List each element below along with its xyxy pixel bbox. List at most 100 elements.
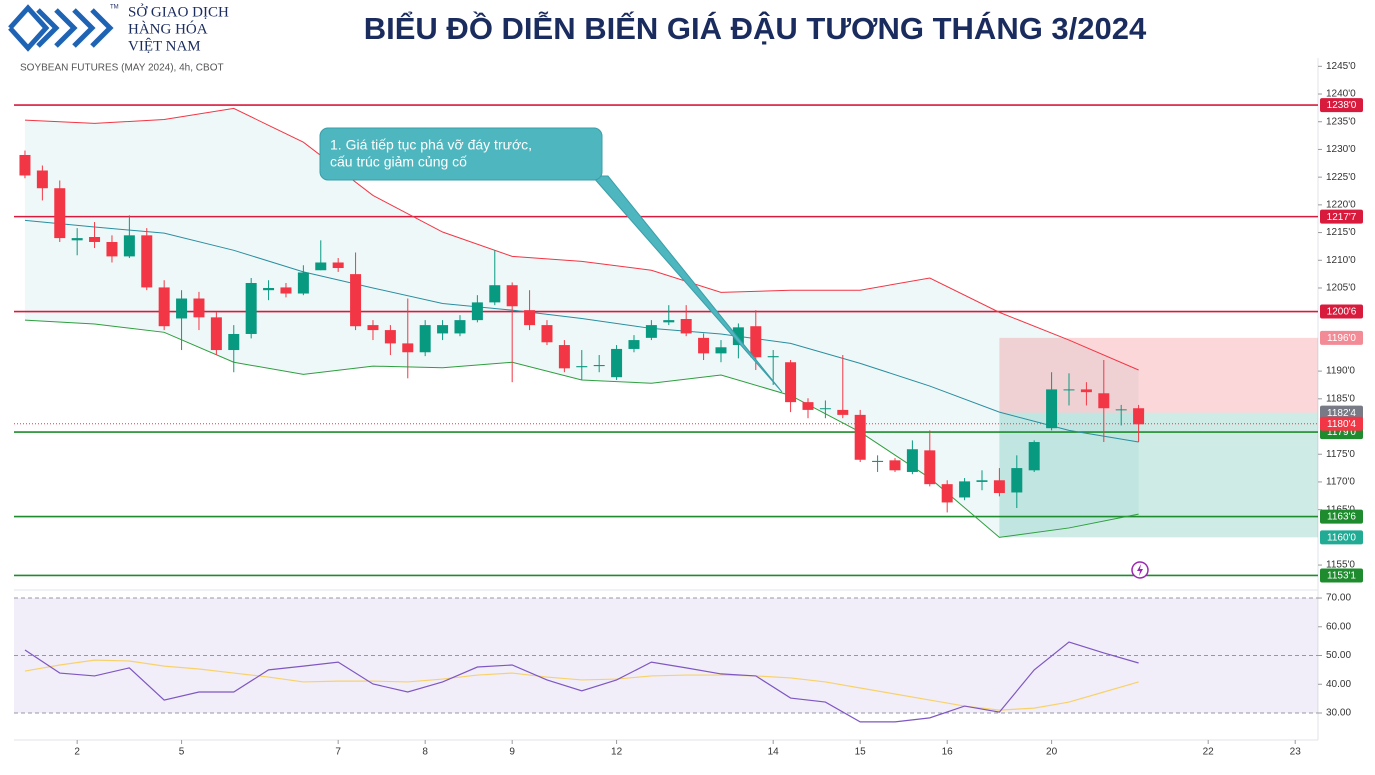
y-tick-label: 1240'0 — [1326, 89, 1356, 100]
logo-mark — [54, 8, 78, 48]
x-tick-label: 16 — [942, 747, 954, 758]
page-title: BIỂU ĐỒ DIỄN BIẾN GIÁ ĐẬU TƯƠNG THÁNG 3/… — [364, 10, 1147, 46]
chart-title: SOYBEAN FUTURES (MAY 2024), 4h, CBOT — [20, 63, 224, 74]
event-icon-bolt — [1137, 564, 1143, 576]
callout-text: 1. Giá tiếp tục phá vỡ đáy trước, — [330, 137, 532, 153]
y-tick-label: 1190'0 — [1326, 366, 1355, 377]
y-tick-label: 70.00 — [1326, 593, 1351, 604]
y-tick-label: 1245'0 — [1326, 61, 1356, 72]
logo-text: VIỆT NAM — [128, 37, 201, 54]
x-tick-label: 22 — [1203, 747, 1215, 758]
candle-body — [193, 298, 205, 318]
candle-body — [54, 188, 66, 239]
x-tick-label: 2 — [74, 747, 80, 758]
y-tick-label: 1175'0 — [1326, 449, 1355, 460]
target-box — [1320, 530, 1363, 545]
candle-body — [872, 460, 884, 462]
logo — [8, 4, 114, 52]
stop-box — [1320, 330, 1363, 345]
candle-body — [680, 319, 692, 334]
candle-body — [1063, 389, 1075, 391]
level-label: 1200'6 — [1327, 307, 1357, 318]
candle-body — [123, 235, 135, 257]
candle-body — [698, 337, 710, 354]
candle-body — [785, 362, 797, 403]
candle-body — [1028, 442, 1040, 471]
candle-body — [558, 345, 570, 369]
candle-body — [506, 285, 518, 307]
y-tick-label: 1225'0 — [1326, 172, 1356, 183]
logo-text: SỞ GIAO DỊCH — [128, 3, 229, 20]
y-tick-label: 1170'0 — [1326, 477, 1355, 488]
level-box — [1320, 304, 1363, 319]
candle-body — [1098, 393, 1110, 409]
level-label: 1179'0 — [1327, 427, 1356, 438]
candle-body — [141, 235, 153, 288]
candle-body — [628, 340, 640, 349]
candle-body — [541, 325, 553, 343]
candle-body — [767, 356, 779, 358]
callout-text: cấu trúc giảm củng cố — [330, 154, 467, 170]
candle-body — [245, 282, 257, 334]
candle-body — [384, 330, 396, 344]
y-tick-label: 1155'0 — [1326, 560, 1355, 571]
main-panel — [14, 104, 1318, 577]
candle-body — [524, 310, 536, 326]
y-tick-label: 1205'0 — [1326, 283, 1356, 294]
x-tick-label: 12 — [611, 747, 623, 758]
level-box — [1320, 98, 1363, 113]
candle-body — [158, 287, 170, 327]
candle-body — [750, 326, 762, 358]
candle-body — [419, 325, 431, 353]
candle-body — [228, 333, 240, 351]
x-tick-label: 7 — [335, 747, 341, 758]
overlay: 1. Giá tiếp tục phá vỡ đáy trước, cấu tr… — [319, 127, 1149, 579]
last-price-box — [1320, 416, 1363, 431]
candle-body — [993, 480, 1005, 494]
y-tick-label: 50.00 — [1326, 650, 1351, 661]
level-box — [1320, 509, 1363, 524]
candle-body — [367, 325, 379, 331]
candle-body — [1046, 389, 1058, 429]
candle-body — [715, 347, 727, 354]
logo-mark — [72, 8, 96, 48]
level-box — [1320, 568, 1363, 583]
x-tick-label: 5 — [179, 747, 185, 758]
y-tick-label: 40.00 — [1326, 679, 1351, 690]
candle-body — [1011, 468, 1023, 493]
candle-body — [402, 343, 414, 353]
logo-mark — [90, 8, 114, 48]
rsi-panel — [14, 597, 1318, 723]
candle-body — [437, 325, 449, 334]
trademark: TM — [110, 5, 119, 11]
candle-body — [941, 484, 953, 503]
band-line — [24, 219, 1139, 443]
y-tick-label: 1215'0 — [1326, 227, 1356, 238]
candle-body — [924, 450, 936, 485]
entry-box — [1320, 405, 1363, 420]
callout-box — [319, 127, 603, 181]
candle-body — [471, 302, 483, 321]
candle-body — [71, 238, 83, 241]
candle-body — [1080, 389, 1092, 393]
y-tick-label: 30.00 — [1326, 708, 1351, 719]
last-price-label: 1180'4 — [1327, 419, 1356, 430]
candle-body — [1133, 408, 1145, 425]
rsi-line — [24, 641, 1139, 723]
candle-body — [1115, 409, 1127, 411]
x-tick-label: 8 — [422, 747, 428, 758]
candle-body — [297, 272, 309, 294]
candle-body — [593, 365, 605, 367]
x-tick-label: 20 — [1046, 747, 1058, 758]
y-tick-label: 60.00 — [1326, 621, 1351, 632]
y-tick-label: 1210'0 — [1326, 255, 1356, 266]
level-label: 1238'0 — [1327, 100, 1357, 111]
logo-mark — [8, 4, 50, 52]
candle-body — [176, 298, 188, 319]
candle-body — [645, 325, 657, 338]
candle-body — [837, 409, 849, 415]
x-tick-label: 14 — [768, 747, 780, 758]
logo-text: HÀNG HÓA — [128, 20, 208, 37]
